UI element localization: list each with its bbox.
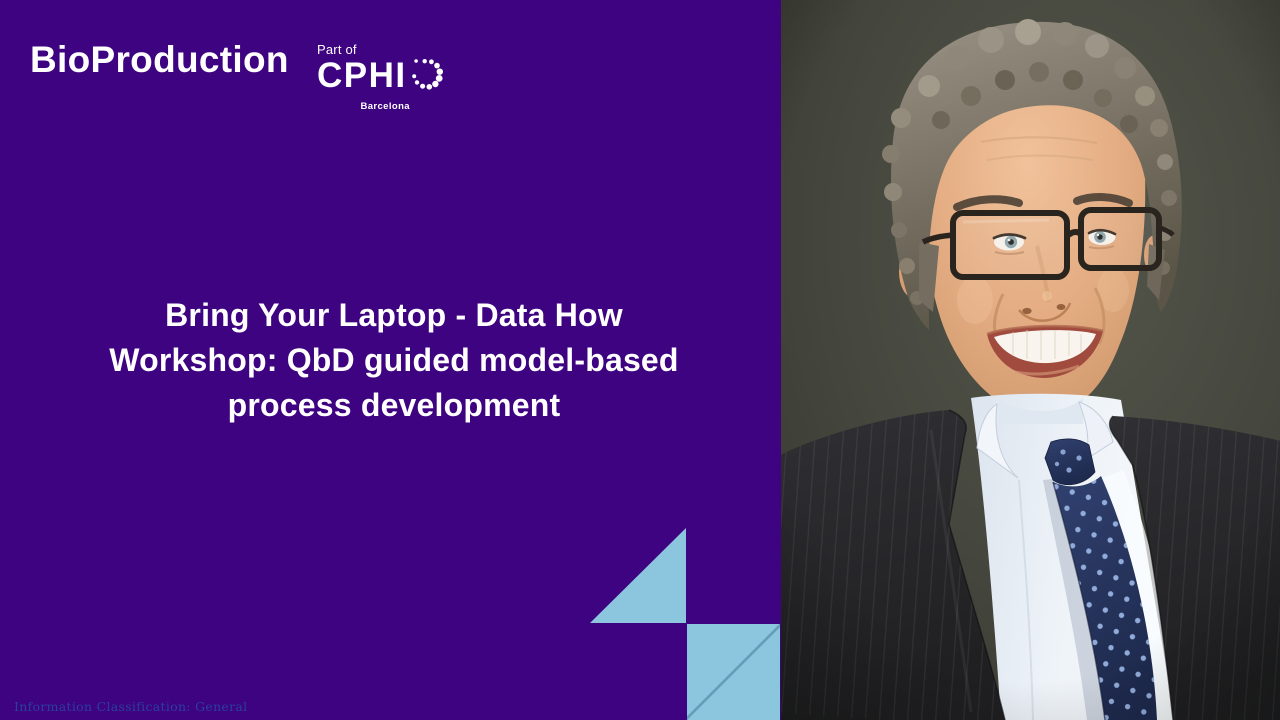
speaker-photo [781, 0, 1280, 720]
classification-footer: Information Classification: General [14, 699, 248, 714]
cphi-wordmark: CPHI [317, 55, 407, 95]
slide-title-line-2: Workshop: QbD guided model-based [109, 342, 679, 378]
decorative-triangle [590, 528, 686, 623]
barcelona-label: Barcelona [360, 100, 410, 112]
cphi-logo-lockup: Part of CPHI Barcelona [317, 42, 447, 112]
cphi-spark-icon [411, 58, 443, 90]
slide-title-line-1: Bring Your Laptop - Data How [165, 297, 623, 333]
part-of-label: Part of [317, 42, 357, 57]
photo-vignette [781, 0, 1280, 720]
decorative-square [687, 624, 780, 720]
slide-title-line-3: process development [227, 387, 561, 423]
bioproduction-wordmark: BioProduction [30, 39, 289, 80]
slide-title: Bring Your Laptop - Data How Workshop: Q… [40, 293, 748, 428]
speaker-portrait [781, 0, 1280, 720]
